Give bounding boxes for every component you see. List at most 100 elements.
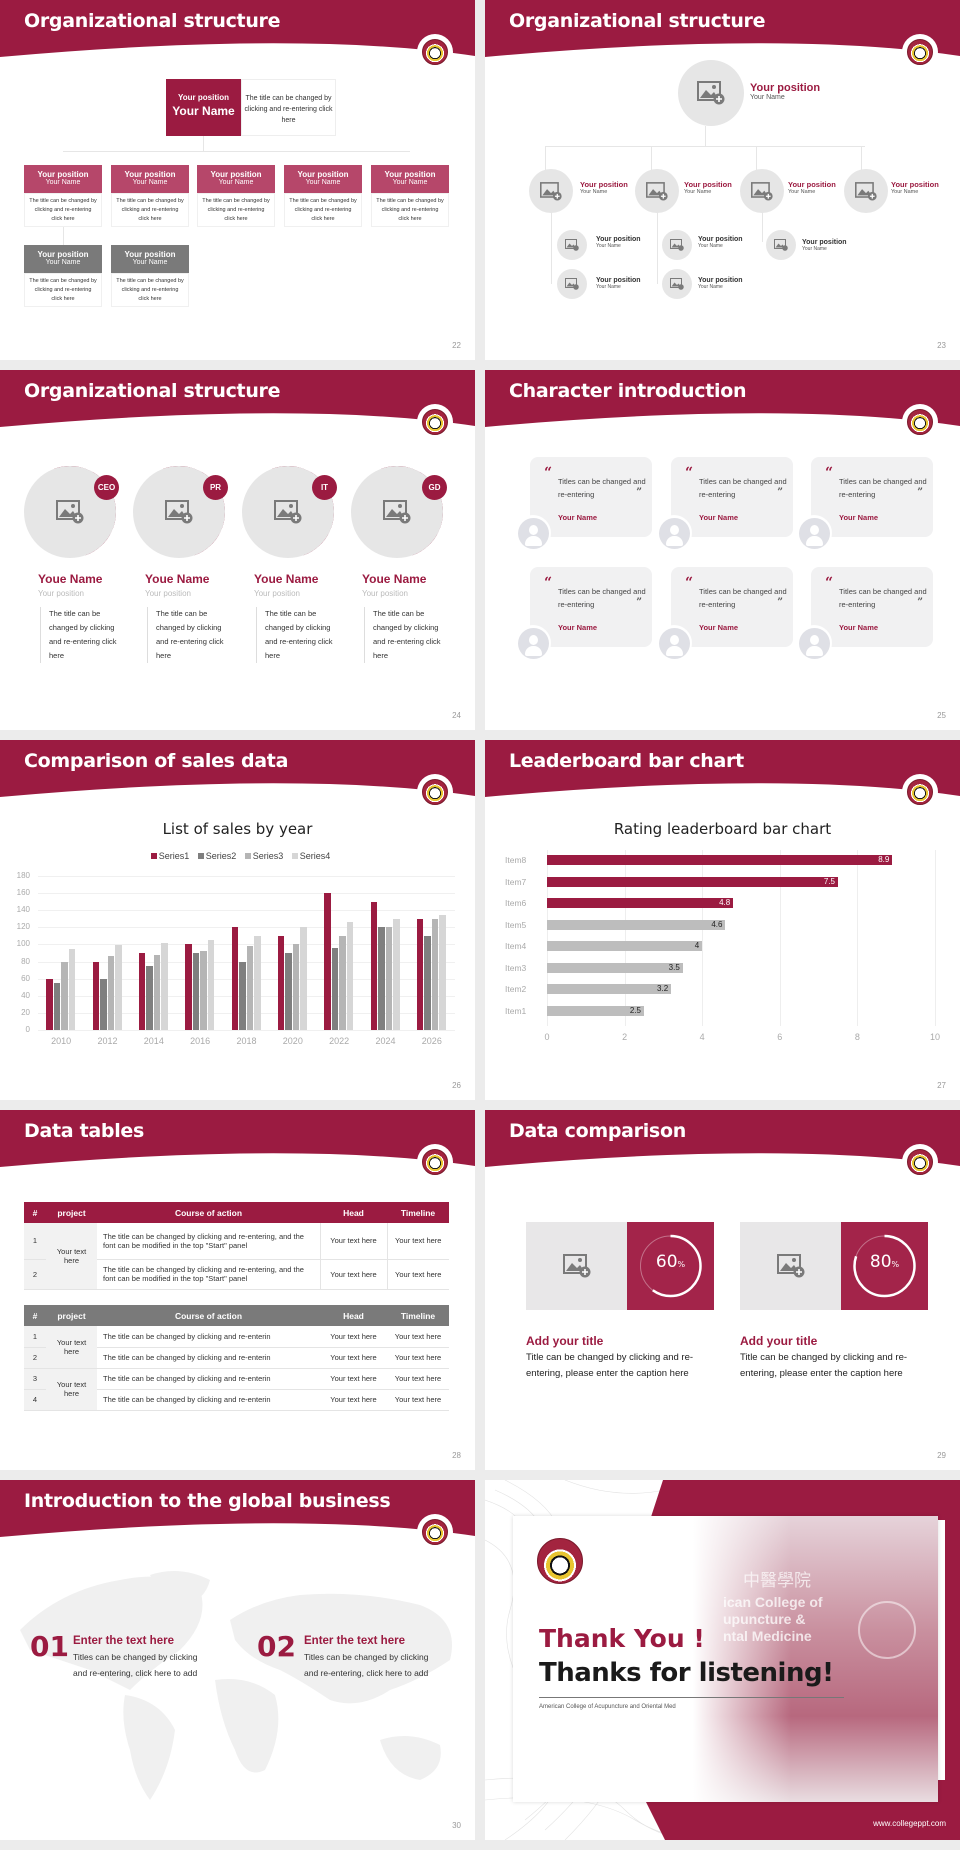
photo-placeholder[interactable] [844,169,888,213]
add-image-icon [565,278,579,290]
connector-line [545,146,546,170]
head-cell[interactable]: Your text here [320,1347,387,1369]
slide-header: Organizational structure [0,0,475,60]
add-image-icon [646,181,668,201]
action-cell[interactable]: The title can be changed by clicking and… [97,1368,320,1390]
column-bar [331,947,339,1030]
action-cell[interactable]: The title can be changed by clicking and… [97,1389,320,1411]
timeline-cell[interactable]: Your text here [387,1326,449,1348]
quote-card[interactable]: “ Titles can be changed and re-entering … [530,567,652,647]
slide-30[interactable]: Introduction to the global business 01 E… [0,1480,475,1840]
org-top-card[interactable]: Your position Your Name [166,79,241,136]
top-person: Your position Your Name [750,82,820,101]
photo-placeholder[interactable] [662,269,692,299]
action-cell[interactable]: The title can be changed by clicking and… [97,1326,320,1348]
slide-28[interactable]: Data tables # project Course of action H… [0,1110,475,1470]
level3-person: Your position Your Name [596,236,641,249]
head-cell[interactable]: Your text here [320,1368,387,1390]
name-label: Your Name [305,179,341,186]
position-label: Your position [384,170,436,179]
photo-placeholder[interactable] [557,269,587,299]
gridline [857,850,859,1026]
photo-placeholder[interactable] [740,169,784,213]
quote-text: Titles can be changed and re-entering [839,477,927,499]
org-card[interactable]: Your position Your Name The title can be … [111,165,189,227]
quote-card[interactable]: “ Titles can be changed and re-entering … [671,567,793,647]
data-table-2: # project Course of action Head Timeline… [24,1305,449,1411]
photo-placeholder[interactable] [557,230,587,260]
timeline-cell[interactable]: Your text here [387,1347,449,1369]
project-cell[interactable]: Your text here [46,1326,97,1369]
add-image-icon [540,181,562,201]
timeline-cell[interactable]: Your text here [387,1368,449,1390]
head-cell[interactable]: Your text here [319,1259,387,1290]
divider [539,1697,844,1698]
quote-author: Your Name [699,623,739,632]
column-bar [292,944,300,1030]
item-number: 01 [30,1630,69,1663]
org-card[interactable]: Your position Your Name The title can be … [24,165,102,227]
quote-card[interactable]: “ Titles can be changed and re-entering … [530,457,652,537]
action-cell[interactable]: The title can be changed by clicking and… [97,1259,320,1290]
x-tick-label: 8 [854,1032,860,1042]
action-cell[interactable]: The title can be changed by clicking and… [97,1223,320,1260]
org-top-description[interactable]: The title can be changed by clicking and… [241,79,336,136]
person-position: Your position [145,589,191,598]
name-label: Your Name [580,189,608,195]
photo-placeholder[interactable] [526,1222,627,1310]
slide-31-thank-you[interactable]: 中醫學院 ican College of upuncture & ntal Medi… [485,1480,960,1840]
gridline [624,850,626,1026]
legend-swatch [150,853,157,859]
column-bar [285,953,292,1030]
slide-25[interactable]: Character introduction “ Titles can be c… [485,370,960,730]
data-table-1: # project Course of action Head Timeline… [24,1202,449,1290]
org-card[interactable]: Your position Your Name The title can be … [111,245,189,307]
slide-27[interactable]: Leaderboard bar chart Rating leaderboard… [485,740,960,1100]
head-cell[interactable]: Your text here [320,1326,387,1348]
position-label: Your position [124,170,176,179]
org-card[interactable]: Your position Your Name The title can be … [371,165,449,227]
photo-placeholder[interactable] [740,1222,841,1310]
thank-you-heading: Thank You ! [539,1624,705,1653]
photo-placeholder[interactable] [678,60,744,126]
timeline-cell[interactable]: Your text here [386,1259,449,1290]
timeline-cell[interactable]: Your text here [387,1389,449,1411]
timeline-cell[interactable]: Your text here [386,1223,449,1260]
org-card[interactable]: Your position Your Name The title can be … [197,165,275,227]
slide-29[interactable]: Data comparison 60% Add your title Title… [485,1110,960,1470]
card-description: The title can be changed by clicking and… [284,193,362,227]
card-description: The title can be changed by clicking and… [111,193,189,227]
slide-26[interactable]: Comparison of sales data List of sales b… [0,740,475,1100]
close-quote-icon: ” [917,487,923,498]
college-logo [902,404,938,440]
slide-header: Introduction to the global business [0,1480,475,1540]
project-cell[interactable]: Your text here [46,1368,97,1411]
action-cell[interactable]: The title can be changed by clicking and… [97,1347,320,1369]
head-cell[interactable]: Your text here [319,1223,387,1260]
photo-placeholder[interactable] [662,230,692,260]
add-image-icon [855,181,877,201]
name-label: Your Name [596,243,621,249]
photo-placeholder[interactable] [529,169,573,213]
building-photo: 中醫學院 ican College of upuncture & ntal Medi… [693,1516,938,1802]
quote-card[interactable]: “ Titles can be changed and re-entering … [811,567,933,647]
bar-value-label: 4.8 [719,898,731,907]
org-card[interactable]: Your position Your Name The title can be … [24,245,102,307]
name-label: Your Name [891,189,919,195]
slide-23[interactable]: Organizational structure Your position Y… [485,0,960,360]
project-cell[interactable]: Your text here [46,1223,97,1290]
quote-card[interactable]: “ Titles can be changed and re-entering … [811,457,933,537]
person-name: Youe Name [254,572,319,586]
leaderboard-bar [547,941,703,951]
head-cell[interactable]: Your text here [320,1389,387,1411]
org-card[interactable]: Your position Your Name The title can be … [284,165,362,227]
slide-24[interactable]: Organizational structure CEO Youe Name Y… [0,370,475,730]
user-icon [517,517,549,549]
photo-placeholder[interactable] [766,230,796,260]
gridline [38,1030,455,1031]
photo-placeholder[interactable] [635,169,679,213]
quote-card[interactable]: “ Titles can be changed and re-entering … [671,457,793,537]
website-link[interactable]: www.collegeppt.com [873,1819,946,1828]
x-tick-label: 4 [699,1032,705,1042]
slide-22[interactable]: Organizational structure Your position Y… [0,0,475,360]
